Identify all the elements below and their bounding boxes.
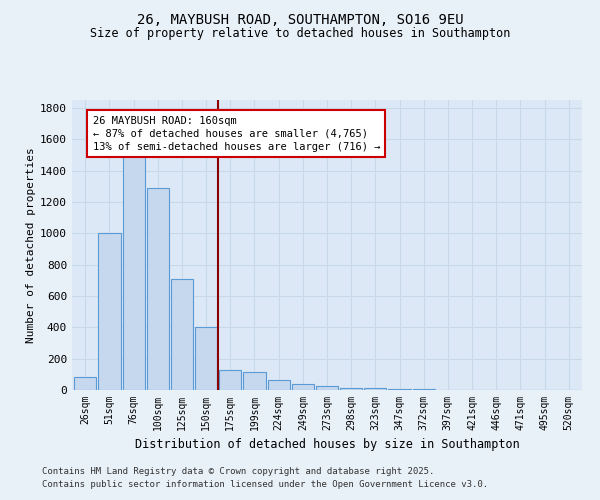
Bar xyxy=(219,370,241,390)
Text: 26, MAYBUSH ROAD, SOUTHAMPTON, SO16 9EU: 26, MAYBUSH ROAD, SOUTHAMPTON, SO16 9EU xyxy=(137,12,463,26)
Bar xyxy=(268,380,290,390)
Text: Contains public sector information licensed under the Open Government Licence v3: Contains public sector information licen… xyxy=(42,480,488,489)
Text: Contains HM Land Registry data © Crown copyright and database right 2025.: Contains HM Land Registry data © Crown c… xyxy=(42,468,434,476)
Bar xyxy=(316,386,338,390)
X-axis label: Distribution of detached houses by size in Southampton: Distribution of detached houses by size … xyxy=(134,438,520,452)
Bar xyxy=(98,233,121,390)
Bar xyxy=(244,372,266,390)
Bar xyxy=(195,328,217,390)
Text: Size of property relative to detached houses in Southampton: Size of property relative to detached ho… xyxy=(90,28,510,40)
Bar xyxy=(292,384,314,390)
Bar xyxy=(340,388,362,390)
Bar xyxy=(146,188,169,390)
Y-axis label: Number of detached properties: Number of detached properties xyxy=(26,147,36,343)
Text: 26 MAYBUSH ROAD: 160sqm
← 87% of detached houses are smaller (4,765)
13% of semi: 26 MAYBUSH ROAD: 160sqm ← 87% of detache… xyxy=(92,116,380,152)
Bar xyxy=(122,155,145,390)
Bar xyxy=(364,388,386,390)
Bar xyxy=(388,389,410,390)
Bar xyxy=(413,389,435,390)
Bar xyxy=(171,278,193,390)
Bar xyxy=(74,376,97,390)
